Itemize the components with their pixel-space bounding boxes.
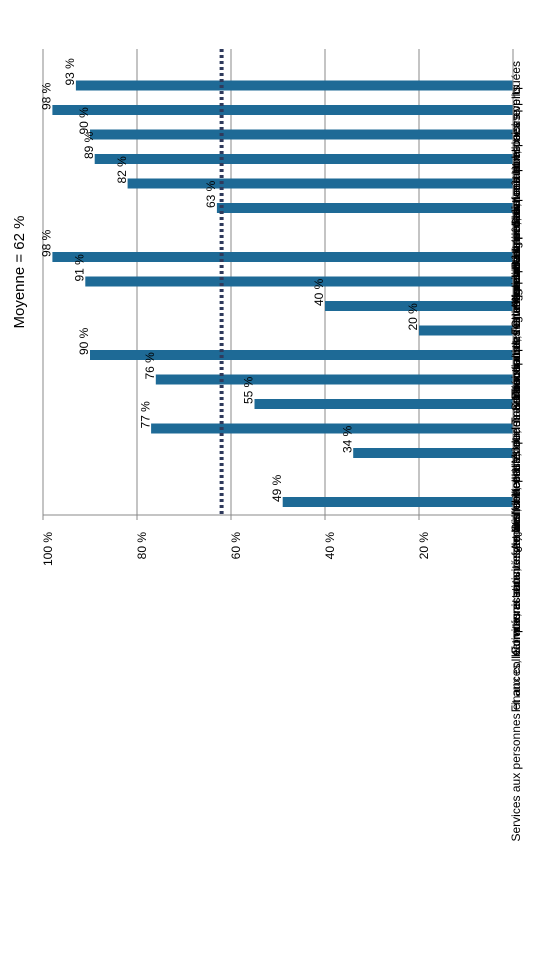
average-label: Moyenne = 62 % (11, 216, 28, 329)
data-label: 49 % (270, 474, 284, 502)
average-reference: Moyenne = 62 % (11, 49, 224, 515)
category-label: Agroalimentaire, alimentation, cuisine (509, 110, 523, 310)
y-tick-label: 0 % (511, 532, 525, 553)
category-label: Services aux personnes et aux collectivi… (509, 502, 523, 842)
axes (43, 49, 514, 516)
bar (216, 203, 513, 213)
data-label: 20 % (406, 303, 420, 331)
category-label: Transports, logistique (509, 281, 523, 396)
data-label: 40 % (312, 278, 326, 306)
data-labels: 93 %98 %90 %89 %82 %63 %98 %91 %40 %20 %… (40, 58, 421, 502)
bar (353, 448, 513, 458)
y-tick-label: 40 % (323, 532, 337, 560)
bar (155, 374, 514, 385)
bars (52, 80, 514, 507)
category-label: Mode, matériaux souples et céramique (509, 257, 523, 464)
data-label: 63 % (204, 180, 218, 208)
data-label: 82 % (115, 156, 129, 184)
category-label: Santé (509, 379, 523, 411)
category-label: Formations industrielles (509, 208, 523, 335)
bar (254, 399, 513, 409)
bar (75, 80, 514, 91)
bar (151, 423, 513, 434)
data-label: 89 % (82, 131, 96, 159)
data-label: 98 % (40, 229, 54, 257)
y-tick-label: 80 % (135, 532, 149, 560)
bar (94, 154, 513, 164)
bar (85, 276, 514, 287)
category-label: Communication, information et culture (509, 453, 523, 655)
bar (127, 178, 513, 189)
bar (282, 497, 513, 507)
category-label: Commerce, vente (509, 306, 523, 401)
category-label: Fonctions transversales de la production (509, 184, 523, 399)
data-label: 34 % (340, 425, 354, 453)
data-label: 55 % (242, 376, 256, 404)
data-label: 77 % (138, 401, 152, 429)
y-tick-label: 100 % (41, 532, 55, 566)
bar (52, 252, 514, 262)
category-label: Finances, banque, assurances et immobili… (509, 478, 523, 713)
category-label: Accueil, hôtellerie, tourisme (509, 404, 523, 551)
bar (90, 350, 513, 360)
bar (52, 105, 514, 115)
category-label: Chimie, plasturgie (509, 232, 523, 328)
y-ticks: 0 % 20 % 40 % 60 % 80 % 100 % (41, 515, 525, 566)
category-label: Moteurs et mécanique auto (509, 159, 523, 305)
category-label: Coiffure, esthétique (509, 428, 523, 532)
category-label: Fonctions transverses des entreprises et… (509, 331, 523, 654)
data-label: 98 % (40, 82, 54, 110)
bar (419, 325, 513, 336)
y-tick-label: 20 % (417, 532, 431, 560)
category-label: Travail social (509, 355, 523, 425)
data-label: 91 % (72, 254, 86, 282)
category-labels: Sciences humaines appliquéesAgriculture,… (509, 61, 523, 842)
data-label: 76 % (143, 352, 157, 380)
bar (90, 129, 513, 140)
data-label: 90 % (77, 107, 91, 135)
category-label: Bâtiment, travaux publics (509, 135, 523, 269)
y-tick-label: 60 % (229, 532, 243, 560)
category-label: Agriculture, pêche, forêt et espaces ver… (509, 86, 523, 304)
category-label: Sciences humaines appliquées (509, 61, 523, 226)
data-label: 90 % (77, 327, 91, 355)
data-label: 93 % (63, 58, 77, 86)
bar (325, 301, 513, 311)
